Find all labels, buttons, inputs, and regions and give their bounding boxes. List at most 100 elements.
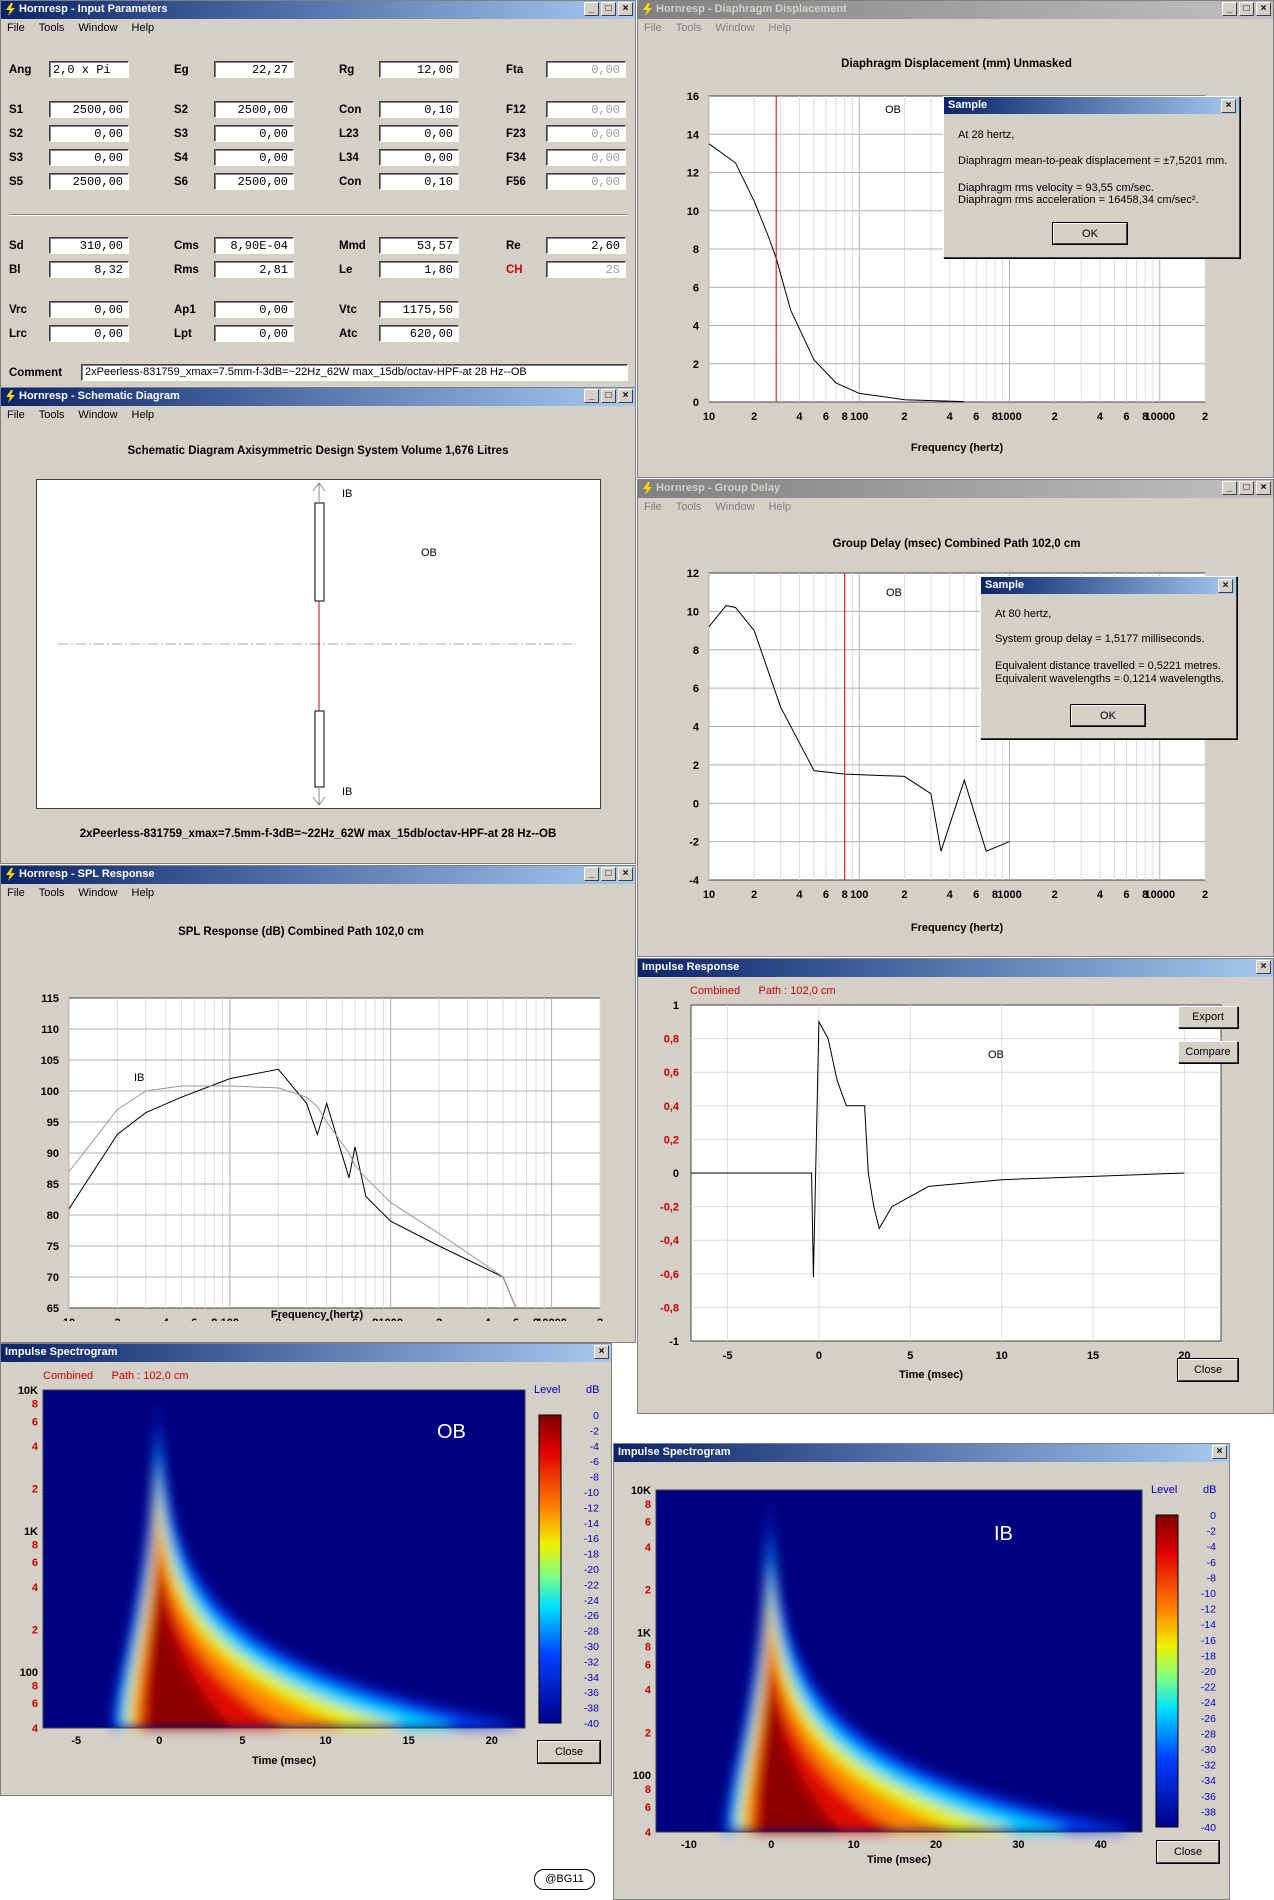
param-field-s3[interactable]: 0,00 [49, 149, 129, 166]
x-tick-label: 8 [992, 889, 998, 901]
param-field-f56[interactable]: 0,00 [546, 173, 626, 190]
param-field-ang[interactable]: 2,0 x Pi [49, 61, 129, 78]
param-field-atc[interactable]: 620,00 [379, 325, 459, 342]
close-button[interactable]: × [1256, 960, 1271, 974]
title-bar[interactable]: Hornresp - SPL Response _ □ × [1, 866, 635, 884]
ok-button[interactable]: OK [1052, 222, 1128, 245]
ok-button[interactable]: OK [1070, 704, 1146, 727]
close-button[interactable]: × [1212, 1445, 1227, 1459]
param-field-eg[interactable]: 22,27 [214, 61, 294, 78]
menu-file[interactable]: File [7, 887, 25, 899]
param-label: CH [506, 264, 523, 276]
close-button[interactable]: × [618, 867, 633, 881]
title-bar[interactable]: Impulse Spectrogram × [614, 1444, 1229, 1462]
param-field-lrc[interactable]: 0,00 [49, 325, 129, 342]
close-button[interactable]: Close [537, 1740, 601, 1764]
menu-tools[interactable]: Tools [675, 501, 702, 513]
menu-tools[interactable]: Tools [38, 887, 65, 899]
maximize-button[interactable]: □ [601, 2, 616, 16]
close-button[interactable]: × [618, 2, 633, 16]
param-field-s4[interactable]: 0,00 [214, 149, 294, 166]
x-tick-label: 6 [1123, 411, 1129, 423]
minimize-button[interactable]: _ [1222, 2, 1237, 16]
param-field-le[interactable]: 1,80 [379, 261, 459, 278]
param-field-vtc[interactable]: 1175,50 [379, 301, 459, 318]
param-field-con[interactable]: 0,10 [379, 101, 459, 118]
param-field-l34[interactable]: 0,00 [379, 149, 459, 166]
export-button[interactable]: Export [1178, 1006, 1238, 1028]
menu-window[interactable]: Window [78, 22, 118, 34]
close-button[interactable]: × [594, 1345, 609, 1359]
param-field-cms[interactable]: 8,90E-04 [214, 237, 294, 254]
title-bar[interactable]: Hornresp - Group Delay _ □ × [638, 480, 1273, 498]
menu-file[interactable]: File [7, 22, 25, 34]
compare-button[interactable]: Compare [1178, 1041, 1238, 1063]
maximize-button[interactable]: □ [601, 867, 616, 881]
minimize-button[interactable]: _ [1222, 481, 1237, 495]
window-title: Hornresp - SPL Response [19, 868, 155, 880]
maximize-button[interactable]: □ [1239, 481, 1254, 495]
param-field-bl[interactable]: 8,32 [49, 261, 129, 278]
menu-help[interactable]: Help [131, 409, 155, 421]
menu-help[interactable]: Help [768, 22, 792, 34]
title-bar[interactable]: Impulse Spectrogram × [1, 1344, 611, 1362]
param-field-s5[interactable]: 2500,00 [49, 173, 129, 190]
param-field-rg[interactable]: 12,00 [379, 61, 459, 78]
param-field-lpt[interactable]: 0,00 [214, 325, 294, 342]
menu-help[interactable]: Help [131, 22, 155, 34]
title-bar[interactable]: Hornresp - Schematic Diagram _ □ × [1, 388, 635, 406]
param-field-s3[interactable]: 0,00 [214, 125, 294, 142]
close-button[interactable]: × [1221, 99, 1236, 113]
param-field-s1[interactable]: 2500,00 [49, 101, 129, 118]
spectrogram-subtitle: Combined Path : 102,0 cm [43, 1370, 189, 1382]
menu-help[interactable]: Help [131, 887, 155, 899]
param-field-f12[interactable]: 0,00 [546, 101, 626, 118]
param-field-ch[interactable]: 2S [546, 261, 626, 278]
minimize-button[interactable]: _ [584, 2, 599, 16]
level-tick-label: -8 [1207, 1572, 1216, 1584]
close-button[interactable]: Close [1177, 1358, 1239, 1382]
x-tick-label: 15 [403, 1735, 415, 1747]
param-field-f34[interactable]: 0,00 [546, 149, 626, 166]
minimize-button[interactable]: _ [584, 867, 599, 881]
param-field-sd[interactable]: 310,00 [49, 237, 129, 254]
maximize-button[interactable]: □ [601, 389, 616, 403]
param-field-s2[interactable]: 0,00 [49, 125, 129, 142]
menu-file[interactable]: File [644, 501, 662, 513]
param-field-l23[interactable]: 0,00 [379, 125, 459, 142]
title-bar[interactable]: Impulse Response × [638, 959, 1273, 977]
menu-help[interactable]: Help [768, 501, 792, 513]
param-field-s2[interactable]: 2500,00 [214, 101, 294, 118]
param-field-re[interactable]: 2,60 [546, 237, 626, 254]
close-button[interactable]: Close [1156, 1840, 1220, 1864]
menu-file[interactable]: File [644, 22, 662, 34]
y-tick-label: 10 [687, 606, 699, 618]
param-field-con[interactable]: 0,10 [379, 173, 459, 190]
param-field-s6[interactable]: 2500,00 [214, 173, 294, 190]
param-field-f23[interactable]: 0,00 [546, 125, 626, 142]
param-field-ap1[interactable]: 0,00 [214, 301, 294, 318]
menu-window[interactable]: Window [78, 409, 118, 421]
param-field-fta[interactable]: 0,00 [546, 61, 626, 78]
menu-tools[interactable]: Tools [38, 22, 65, 34]
y-tick-label: 4 [645, 1827, 652, 1839]
param-field-rms[interactable]: 2,81 [214, 261, 294, 278]
menu-tools[interactable]: Tools [675, 22, 702, 34]
param-field-vrc[interactable]: 0,00 [49, 301, 129, 318]
menu-file[interactable]: File [7, 409, 25, 421]
close-button[interactable]: × [1256, 2, 1271, 16]
close-button[interactable]: × [618, 389, 633, 403]
minimize-button[interactable]: _ [584, 389, 599, 403]
param-field-mmd[interactable]: 53,57 [379, 237, 459, 254]
title-bar[interactable]: Hornresp - Diaphragm Displacement _ □ × [638, 1, 1273, 19]
x-tick-label: 5 [239, 1735, 245, 1747]
menu-window[interactable]: Window [715, 501, 755, 513]
menu-tools[interactable]: Tools [38, 409, 65, 421]
close-button[interactable]: × [1218, 579, 1233, 593]
maximize-button[interactable]: □ [1239, 2, 1254, 16]
menu-window[interactable]: Window [78, 887, 118, 899]
close-button[interactable]: × [1256, 481, 1271, 495]
comment-field[interactable]: 2xPeerless-831759_xmax=7.5mm-f-3dB=~22Hz… [81, 364, 628, 381]
title-bar[interactable]: Hornresp - Input Parameters _ □ × [1, 1, 635, 19]
menu-window[interactable]: Window [715, 22, 755, 34]
